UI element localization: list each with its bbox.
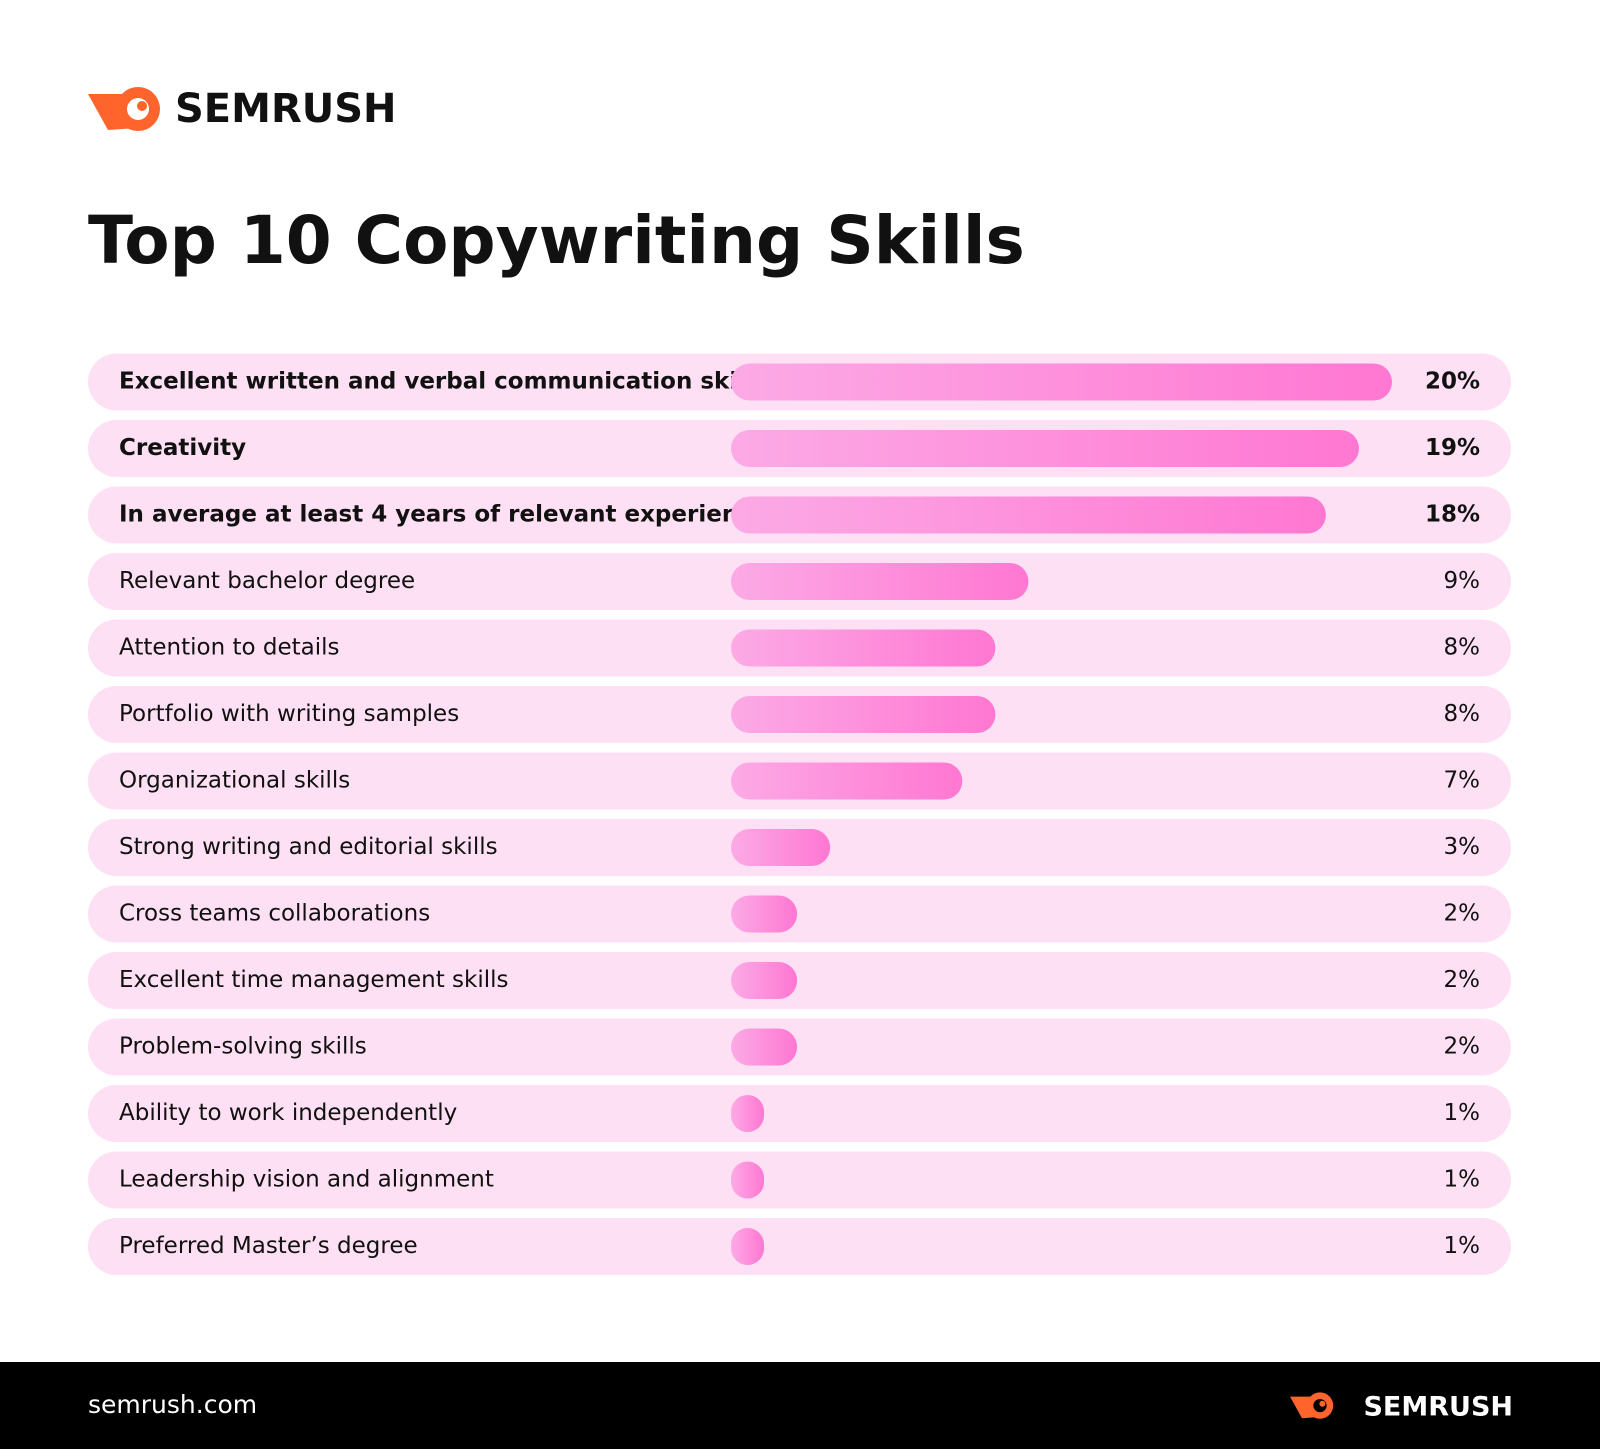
category-label: Ability to work independently bbox=[119, 1100, 457, 1126]
row-background bbox=[88, 1018, 1511, 1076]
bar bbox=[731, 1095, 765, 1132]
value-label: 1% bbox=[1444, 1100, 1481, 1126]
value-label: 2% bbox=[1444, 901, 1481, 927]
value-label: 1% bbox=[1444, 1167, 1481, 1193]
category-label: In average at least 4 years of relevant … bbox=[119, 502, 767, 528]
bar bbox=[731, 895, 798, 933]
bar bbox=[731, 829, 831, 866]
value-label: 1% bbox=[1444, 1233, 1481, 1259]
bar bbox=[731, 762, 963, 800]
value-label: 3% bbox=[1444, 834, 1481, 860]
value-label: 2% bbox=[1444, 967, 1481, 993]
row-background bbox=[88, 885, 1511, 943]
value-label: 8% bbox=[1444, 635, 1481, 661]
bar bbox=[731, 1161, 765, 1199]
brand: SEMRUSH bbox=[175, 86, 397, 132]
footer-logo-icon bbox=[1290, 1392, 1334, 1419]
bar bbox=[731, 1028, 798, 1066]
footer-bar bbox=[0, 1362, 1600, 1449]
category-label: Preferred Master’s degree bbox=[119, 1233, 418, 1259]
logo-icon bbox=[88, 87, 160, 131]
value-label: 9% bbox=[1444, 568, 1481, 594]
bar bbox=[731, 563, 1029, 600]
category-label: Cross teams collaborations bbox=[119, 901, 430, 927]
row-background bbox=[88, 1218, 1511, 1275]
chart-title: Top 10 Copywriting Skills bbox=[88, 202, 1025, 279]
bar bbox=[731, 1228, 765, 1265]
bar bbox=[731, 363, 1392, 401]
value-label: 2% bbox=[1444, 1034, 1481, 1060]
category-label: Organizational skills bbox=[119, 768, 350, 794]
category-label: Creativity bbox=[119, 435, 246, 461]
bar bbox=[731, 629, 996, 667]
row-background bbox=[88, 1151, 1511, 1209]
value-label: 8% bbox=[1444, 701, 1481, 727]
footer-site: semrush.com bbox=[88, 1390, 257, 1419]
category-label: Portfolio with writing samples bbox=[119, 701, 459, 727]
bar bbox=[731, 496, 1326, 534]
category-label: Excellent written and verbal communicati… bbox=[119, 369, 767, 395]
value-label: 19% bbox=[1425, 435, 1480, 461]
category-label: Attention to details bbox=[119, 635, 340, 661]
bar bbox=[731, 962, 798, 999]
value-label: 18% bbox=[1425, 502, 1480, 528]
category-label: Relevant bachelor degree bbox=[119, 568, 415, 594]
value-label: 20% bbox=[1425, 369, 1480, 395]
category-label: Strong writing and editorial skills bbox=[119, 834, 498, 860]
category-label: Leadership vision and alignment bbox=[119, 1167, 494, 1193]
category-label: Problem-solving skills bbox=[119, 1034, 367, 1060]
bar bbox=[731, 430, 1359, 467]
category-label: Excellent time management skills bbox=[119, 967, 508, 993]
bar bbox=[731, 696, 996, 733]
value-label: 7% bbox=[1444, 768, 1481, 794]
row-background bbox=[88, 952, 1511, 1009]
footer-brand: SEMRUSH bbox=[1363, 1392, 1513, 1423]
row-background bbox=[88, 1085, 1511, 1142]
